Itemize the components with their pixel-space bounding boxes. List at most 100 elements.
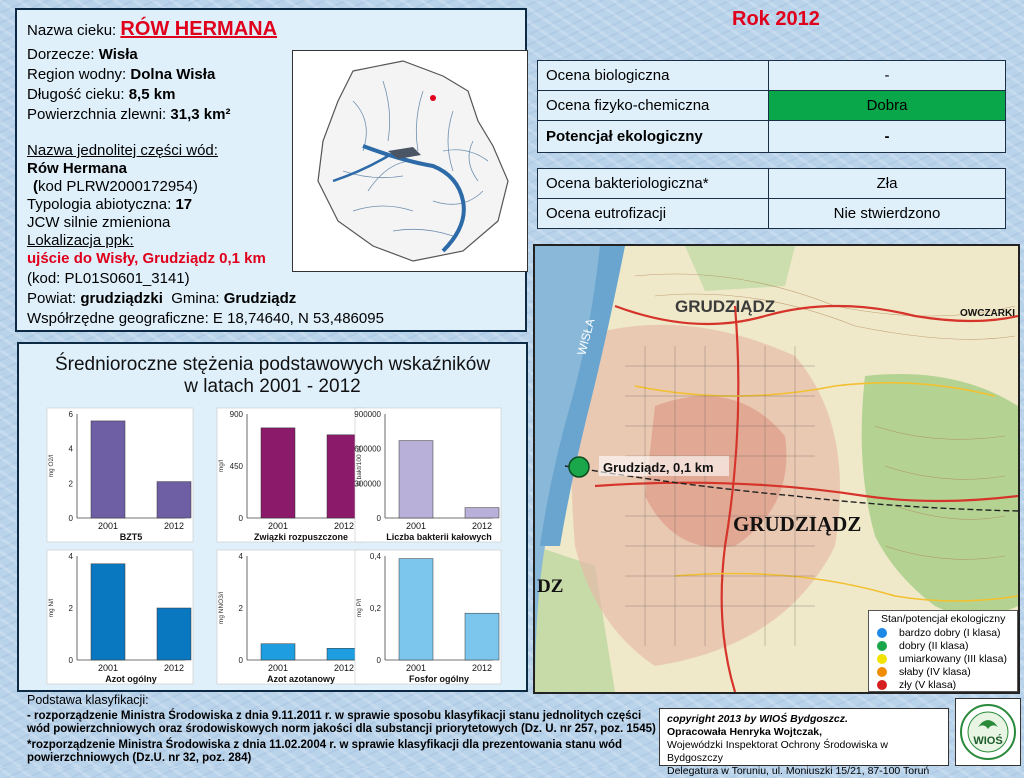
chart-title: Azot azotanowy	[267, 674, 335, 684]
jcw-label: Nazwa jednolitej części wód:	[27, 142, 218, 159]
chart-y-tick-label: 0,2	[370, 604, 382, 613]
legend-item: umiarkowany (III klasa)	[877, 653, 1007, 665]
chart-category-label: 2001	[268, 521, 288, 531]
chart-category-label: 2012	[334, 521, 354, 531]
powiat-label: Powiat:	[27, 290, 77, 307]
assessment-value: -	[768, 60, 1006, 91]
river-name-label: Nazwa cieku:	[27, 22, 117, 39]
chart-y-tick-label: 0	[377, 514, 382, 523]
monitoring-point-marker[interactable]	[568, 456, 590, 478]
chart-panel-title: Średnioroczne stężenia podstawowych wska…	[19, 354, 526, 398]
chart-y-tick-label: 0	[69, 656, 74, 665]
jcw-code: kod PLRW2000172954)	[38, 178, 198, 195]
assessment-label: Ocena bakteriologiczna*	[537, 168, 769, 199]
chart-title: Azot ogólny	[105, 674, 157, 684]
chart-category-label: 2001	[268, 663, 288, 673]
chart-bar	[90, 563, 126, 661]
table-row: Ocena fizyko-chemiczna Dobra	[537, 90, 1006, 121]
chart-y-tick-label: 300000	[354, 479, 381, 488]
chart-y-tick-label: 0	[239, 656, 244, 665]
credit-box: copyright 2013 by WIOŚ Bydgoszcz. Opraco…	[659, 708, 949, 777]
legend-item-label: słaby (IV klasa)	[899, 666, 971, 678]
legend-item-label: dobry (II klasa)	[899, 640, 969, 652]
logo-text: WIOŚ	[973, 734, 1002, 747]
chart-bar	[260, 643, 296, 661]
location-value: ujście do Wisły, Grudziądz 0,1 km	[27, 250, 266, 267]
table-row: Potencjał ekologiczny -	[537, 120, 1006, 153]
chart-category-label: 2012	[334, 663, 354, 673]
chart-category-label: 2012	[164, 521, 184, 531]
coordinates: Współrzędne geograficzne: E 18,74640, N …	[27, 310, 384, 327]
table-row: Ocena biologiczna -	[537, 60, 1006, 91]
chart-category-label: 2012	[472, 521, 492, 531]
chart-y-tick-label: 0	[239, 514, 244, 523]
legend-item-label: bardzo dobry (I klasa)	[899, 627, 1001, 639]
chart-title: BZT5	[120, 532, 143, 542]
chart-y-tick-label: 2	[69, 604, 74, 613]
chart-bar	[398, 440, 434, 519]
chart-y-tick-label: 900000	[354, 410, 381, 419]
legend-dot	[877, 641, 887, 651]
chart-y-tick-label: 0	[377, 656, 382, 665]
chart-bar	[90, 420, 126, 519]
legend-dot	[877, 628, 887, 638]
powiat-value: grudziądzki	[80, 290, 163, 307]
basin-map-image	[292, 50, 528, 272]
map-label-owczarki: OWCZARKI	[960, 308, 1015, 319]
chart-title: Fosfor ogólny	[409, 674, 469, 684]
chart-y-tick-label: 0	[69, 514, 74, 523]
legend-dot	[877, 667, 887, 677]
chart-bar	[260, 427, 296, 519]
chart-y-tick-label: 900	[230, 410, 244, 419]
gmina-value: Grudziądz	[223, 290, 297, 307]
chart-y-axis-label: mg O2/l	[48, 454, 55, 477]
credit-address: Delegatura w Toruniu, ul. Moniuszki 15/2…	[667, 765, 930, 777]
length-row: Długość cieku: 8,5 km	[27, 86, 175, 104]
gmina-label: Gmina:	[171, 290, 220, 307]
chart-title: Liczba bakterii kałowych	[386, 532, 492, 542]
assessment-label: Potencjał ekologiczny	[537, 120, 769, 153]
year-label: Rok 2012	[732, 8, 820, 30]
assessment-value-good: Dobra	[768, 90, 1006, 121]
chart-category-label: 2001	[406, 663, 426, 673]
river-name-row: Nazwa cieku: RÓW HERMANA	[27, 19, 277, 40]
legend-item-label: zły (V klasa)	[899, 679, 957, 691]
chart-category-label: 2001	[98, 663, 118, 673]
chart-y-axis-label: mg N/l	[48, 598, 55, 617]
assessment-label: Ocena eutrofizacji	[537, 198, 769, 229]
legend-dot	[877, 654, 887, 664]
chart-y-axis-label: mg/l	[218, 459, 225, 472]
chart-y-tick-label: 0,4	[370, 552, 382, 561]
typology-row: Typologia abiotyczna: 17	[27, 196, 192, 214]
credit-institution: Wojewódzki Inspektorat Ochrony Środowisk…	[667, 739, 888, 764]
chart-y-tick-label: 600000	[354, 445, 381, 454]
map-label-city: GRUDZIĄDZ	[733, 512, 861, 536]
assessment-table: Ocena biologiczna - Ocena fizyko-chemicz…	[537, 60, 1006, 153]
location-code: (kod: PL01S0601_3141)	[27, 270, 190, 287]
chart-category-label: 2012	[472, 663, 492, 673]
chart-y-tick-label: 4	[239, 552, 244, 561]
legend-item: zły (V klasa)	[877, 679, 956, 691]
chart-title: Związki rozpuszczone	[254, 532, 348, 542]
location-map: GRUDZIĄDZ GRUDZIĄDZ OWCZARKI DZ WISŁA Gr…	[533, 244, 1020, 694]
chart-title-line2: w latach 2001 - 2012	[184, 376, 361, 397]
region-value: Dolna Wisła	[130, 66, 216, 83]
chart-y-axis-label: mg P/l	[356, 598, 363, 617]
area-label: Powierzchnia zlewni:	[27, 106, 167, 123]
jcw-code-row: (kod PLRW2000172954)	[33, 178, 198, 196]
assessment-table-2: Ocena bakteriologiczna* Zła Ocena eutrof…	[537, 168, 1006, 229]
chart-y-tick-label: 4	[69, 552, 74, 561]
chart-bar	[398, 558, 434, 661]
location-label: Lokalizacja ppk:	[27, 232, 134, 249]
length-value: 8,5 km	[128, 86, 176, 103]
chart-y-tick-label: 2	[69, 479, 74, 488]
monitoring-point-label: Grudziądz, 0,1 km	[603, 460, 714, 475]
legend-item: dobry (II klasa)	[877, 640, 968, 652]
legend-item: słaby (IV klasa)	[877, 666, 971, 678]
assessment-label: Ocena biologiczna	[537, 60, 769, 91]
admin-row: Powiat: grudziądzki Gmina: Grudziądz	[27, 290, 296, 308]
credit-copyright: copyright 2013 by WIOŚ Bydgoszcz.	[667, 713, 848, 725]
chart-y-tick-label: 6	[69, 410, 74, 419]
footer-heading: Podstawa klasyfikacji:	[27, 693, 149, 707]
basin-label: Dorzecze:	[27, 46, 95, 63]
